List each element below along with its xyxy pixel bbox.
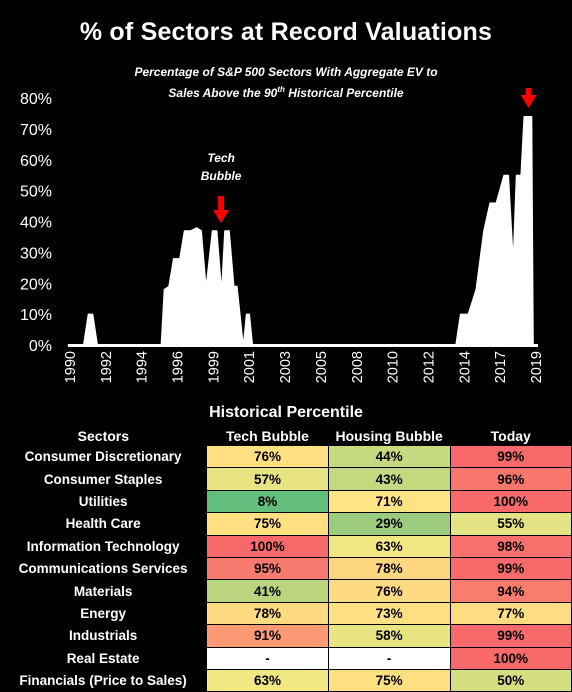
x-tick-label: 2001 — [242, 351, 258, 383]
table-header-row: Sectors Tech Bubble Housing Bubble Today — [0, 427, 572, 446]
x-tick-label: 2010 — [386, 351, 402, 383]
subtitle-line-2: Sales Above the 90th Historical Percenti… — [168, 85, 404, 100]
tech-bubble-value: 8% — [206, 489, 329, 514]
table-row: Consumer Staples 57% 43% 96% — [0, 467, 572, 491]
sector-name: Utilities — [78, 493, 128, 509]
y-tick-label: 80% — [20, 91, 52, 108]
y-tick-label: 60% — [20, 153, 52, 170]
housing-bubble-value: 73% — [327, 601, 451, 626]
x-tick-label: 1990 — [63, 351, 79, 383]
tech-bubble-value: 57% — [206, 467, 329, 491]
area-chart: 0% 10% 20% 30% 40% 50% 60% 70% 80% 1990 1992 1994 19… — [20, 88, 545, 383]
sector-name: Real Estate — [66, 650, 140, 666]
x-tick-label: 2019 — [529, 351, 545, 383]
y-tick-label: 70% — [20, 122, 52, 139]
housing-bubble-value: 58% — [327, 624, 451, 648]
y-tick-label: 40% — [20, 215, 52, 232]
today-value: 96% — [449, 467, 572, 491]
subtitle-line-1: Percentage of S&P 500 Sectors With Aggre… — [134, 65, 438, 79]
today-value: 99% — [449, 556, 572, 581]
header-housing-bubble: Housing Bubble — [335, 428, 443, 444]
tech-bubble-value: 100% — [206, 534, 329, 558]
x-tick-label: 2017 — [493, 351, 509, 383]
housing-bubble-value: 29% — [327, 512, 451, 536]
table-title: Historical Percentile — [209, 404, 363, 421]
today-value: 98% — [449, 534, 572, 558]
housing-bubble-value: 63% — [327, 534, 451, 558]
table-row: Communications Services 95% 78% 99% — [0, 556, 572, 581]
tech-bubble-value: 63% — [206, 668, 329, 692]
tech-bubble-value: - — [206, 646, 329, 670]
x-tick-label: 2014 — [457, 351, 473, 383]
tech-bubble-value: 75% — [206, 512, 329, 536]
table-row: Information Technology 100% 63% 98% — [0, 534, 572, 558]
x-tick-label: 2003 — [278, 351, 294, 383]
sector-name: Information Technology — [26, 538, 180, 554]
chart-title: % of Sectors at Record Valuations — [79, 18, 493, 46]
red-arrow-icon — [520, 88, 537, 108]
today-value: 100% — [449, 489, 572, 514]
x-tick-label: 2005 — [314, 351, 330, 383]
y-tick-label: 50% — [20, 184, 52, 201]
x-tick-label: 1999 — [206, 351, 222, 383]
annotation-tech: Tech — [207, 151, 235, 165]
red-arrow-icon — [213, 196, 230, 223]
tech-bubble-value: 76% — [206, 444, 329, 469]
chart-subtitle: Percentage of S&P 500 Sectors With Aggre… — [0, 64, 572, 102]
today-value: 99% — [449, 624, 572, 648]
tech-bubble-value: 41% — [206, 579, 329, 603]
sector-name: Health Care — [65, 516, 141, 532]
y-tick-label: 0% — [29, 338, 52, 355]
housing-bubble-value: 71% — [327, 489, 451, 514]
y-tick-label: 20% — [20, 276, 52, 293]
housing-bubble-value: 44% — [327, 444, 451, 469]
table-row: Consumer Discretionary 76% 44% 99% — [0, 444, 572, 469]
table-row: Materials 41% 76% 94% — [0, 579, 572, 603]
table-row: Real Estate - -100% — [0, 646, 572, 670]
table-row: Financials (Price to Sales) 63% 75% 50% — [0, 668, 572, 692]
sector-name: Energy — [80, 605, 126, 621]
percentile-table: Sectors Tech Bubble Housing Bubble Today… — [0, 427, 572, 692]
today-value: 99% — [449, 444, 572, 469]
table-row: Utilities 8% 71% 100% — [0, 489, 572, 514]
table-row: Industrials 91% 58% 99% — [0, 624, 572, 648]
tech-bubble-value: 95% — [206, 556, 329, 581]
housing-bubble-value: 76% — [327, 579, 451, 603]
today-value: 100% — [449, 646, 572, 670]
housing-bubble-value: 78% — [327, 556, 451, 581]
y-tick-label: 30% — [20, 245, 52, 262]
header-sectors: Sectors — [77, 428, 130, 445]
housing-bubble-value: - — [327, 646, 451, 670]
sector-name: Financials (Price to Sales) — [19, 673, 187, 689]
annotation-bubble: Bubble — [201, 169, 242, 183]
today-value: 94% — [449, 579, 572, 603]
today-value: 55% — [449, 512, 572, 536]
y-tick-label: 10% — [20, 307, 52, 324]
x-tick-label: 2012 — [421, 351, 437, 383]
x-tick-label: 1992 — [99, 351, 115, 383]
sector-name: Industrials — [68, 628, 138, 644]
table-row: Health Care 75% 29% 55% — [0, 512, 572, 536]
sector-name: Communications Services — [18, 561, 188, 577]
sector-name: Consumer Staples — [43, 471, 163, 487]
header-tech-bubble: Tech Bubble — [225, 428, 309, 444]
tech-bubble-value: 91% — [206, 624, 329, 648]
x-tick-label: 2008 — [350, 351, 366, 383]
housing-bubble-value: 75% — [327, 668, 451, 692]
x-tick-label: 1996 — [171, 351, 187, 383]
x-tick-label: 1994 — [135, 351, 151, 383]
sector-name: Consumer Discretionary — [24, 449, 182, 465]
series-area — [67, 116, 534, 346]
header-today: Today — [490, 428, 531, 444]
housing-bubble-value: 43% — [327, 467, 451, 491]
today-value: 50% — [449, 668, 572, 692]
tech-bubble-value: 78% — [206, 601, 329, 626]
sector-name: Materials — [73, 583, 133, 599]
table-row: Energy 78% 73% 77% — [0, 601, 572, 626]
today-value: 77% — [449, 601, 572, 626]
